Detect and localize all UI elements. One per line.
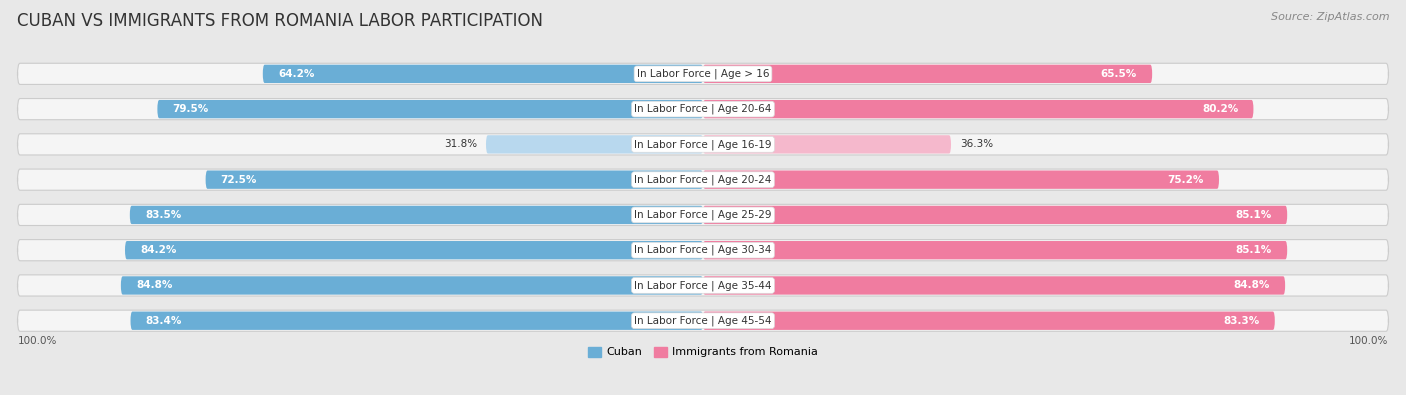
Text: In Labor Force | Age 20-24: In Labor Force | Age 20-24 [634,175,772,185]
FancyBboxPatch shape [121,276,703,295]
Text: 72.5%: 72.5% [221,175,257,184]
Text: In Labor Force | Age 20-64: In Labor Force | Age 20-64 [634,104,772,115]
Legend: Cuban, Immigrants from Romania: Cuban, Immigrants from Romania [583,342,823,362]
Text: In Labor Force | Age 30-34: In Labor Force | Age 30-34 [634,245,772,256]
FancyBboxPatch shape [486,135,703,154]
FancyBboxPatch shape [703,206,1288,224]
Text: 85.1%: 85.1% [1236,210,1272,220]
Text: 79.5%: 79.5% [173,104,208,114]
FancyBboxPatch shape [17,275,1389,296]
Text: 84.8%: 84.8% [136,280,173,290]
FancyBboxPatch shape [129,206,703,224]
Text: In Labor Force | Age > 16: In Labor Force | Age > 16 [637,69,769,79]
Text: 31.8%: 31.8% [444,139,477,149]
FancyBboxPatch shape [17,134,1389,155]
FancyBboxPatch shape [17,240,1389,261]
Text: Source: ZipAtlas.com: Source: ZipAtlas.com [1271,12,1389,22]
Text: 83.3%: 83.3% [1223,316,1260,326]
FancyBboxPatch shape [17,204,1389,226]
FancyBboxPatch shape [703,241,1288,260]
FancyBboxPatch shape [17,169,1389,190]
FancyBboxPatch shape [703,100,1254,118]
Text: 83.4%: 83.4% [146,316,181,326]
FancyBboxPatch shape [205,171,703,189]
Text: In Labor Force | Age 45-54: In Labor Force | Age 45-54 [634,316,772,326]
Text: 36.3%: 36.3% [960,139,993,149]
Text: 84.2%: 84.2% [141,245,177,255]
Text: 84.8%: 84.8% [1233,280,1270,290]
Text: 75.2%: 75.2% [1167,175,1204,184]
Text: 65.5%: 65.5% [1101,69,1137,79]
FancyBboxPatch shape [703,312,1275,330]
FancyBboxPatch shape [17,98,1389,120]
Text: 85.1%: 85.1% [1236,245,1272,255]
Text: In Labor Force | Age 25-29: In Labor Force | Age 25-29 [634,210,772,220]
FancyBboxPatch shape [157,100,703,118]
Text: In Labor Force | Age 35-44: In Labor Force | Age 35-44 [634,280,772,291]
Text: 64.2%: 64.2% [278,69,315,79]
Text: 100.0%: 100.0% [17,336,56,346]
Text: 100.0%: 100.0% [1350,336,1389,346]
Text: 80.2%: 80.2% [1202,104,1239,114]
Text: CUBAN VS IMMIGRANTS FROM ROMANIA LABOR PARTICIPATION: CUBAN VS IMMIGRANTS FROM ROMANIA LABOR P… [17,12,543,30]
FancyBboxPatch shape [703,65,1152,83]
FancyBboxPatch shape [703,276,1285,295]
FancyBboxPatch shape [125,241,703,260]
Text: In Labor Force | Age 16-19: In Labor Force | Age 16-19 [634,139,772,150]
FancyBboxPatch shape [703,135,950,154]
FancyBboxPatch shape [131,312,703,330]
FancyBboxPatch shape [263,65,703,83]
Text: 83.5%: 83.5% [145,210,181,220]
FancyBboxPatch shape [703,171,1219,189]
FancyBboxPatch shape [17,310,1389,331]
FancyBboxPatch shape [17,63,1389,85]
